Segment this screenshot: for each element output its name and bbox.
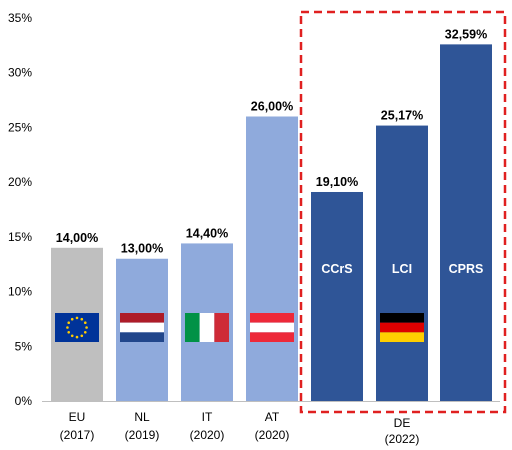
x-axis: EU (2017) NL (2019) IT (2020) AT (2020) DE (2022) bbox=[60, 410, 420, 446]
y-tick-label: 5% bbox=[15, 339, 33, 353]
de-group-highlight bbox=[299, 10, 507, 414]
bar-inner-label-cprs: CPRS bbox=[449, 262, 484, 276]
de-group-dashed-border bbox=[299, 10, 507, 414]
data-label-cprs: 32,59% bbox=[445, 27, 487, 41]
y-tick-label: 35% bbox=[8, 11, 32, 25]
y-tick-label: 15% bbox=[8, 230, 32, 244]
flags bbox=[55, 313, 424, 342]
y-tick-label: 30% bbox=[8, 66, 32, 80]
bars: 14,00% 13,00% 14,40% 26,00% 19,10% CCrS 25,17%… bbox=[51, 27, 492, 401]
data-label-ccrs: 19,10% bbox=[316, 175, 358, 189]
flag-de-icon bbox=[380, 313, 424, 342]
flag-eu-icon bbox=[55, 313, 99, 342]
data-label-eu: 14,00% bbox=[56, 231, 98, 245]
y-tick-label: 25% bbox=[8, 120, 32, 134]
x-year-de-group: (2022) bbox=[385, 432, 420, 446]
x-year-eu: (2017) bbox=[60, 428, 95, 442]
y-tick-label: 20% bbox=[8, 175, 32, 189]
y-tick-label: 0% bbox=[15, 394, 33, 408]
x-label-it: IT bbox=[202, 410, 213, 424]
x-label-at: AT bbox=[265, 410, 280, 424]
bar-lci bbox=[376, 125, 428, 401]
data-label-it: 14,40% bbox=[186, 226, 228, 240]
x-label-eu: EU bbox=[69, 410, 86, 424]
bar-ccrs bbox=[311, 191, 363, 401]
flag-it-icon bbox=[185, 313, 229, 342]
x-label-de-group: DE bbox=[394, 416, 411, 430]
bar-inner-label-ccrs: CCrS bbox=[321, 262, 352, 276]
bar-inner-label-lci: LCI bbox=[392, 262, 412, 276]
x-year-at: (2020) bbox=[255, 428, 290, 442]
flag-nl-icon bbox=[120, 313, 164, 342]
data-label-nl: 13,00% bbox=[121, 242, 163, 256]
bar-cprs bbox=[440, 44, 492, 401]
x-year-nl: (2019) bbox=[125, 428, 160, 442]
y-tick-label: 10% bbox=[8, 285, 32, 299]
x-year-it: (2020) bbox=[190, 428, 225, 442]
y-axis: 0% 5% 10% 15% 20% 25% 30% 35% bbox=[8, 11, 500, 408]
bar-at bbox=[246, 116, 298, 401]
data-label-lci: 25,17% bbox=[381, 109, 423, 123]
data-label-at: 26,00% bbox=[251, 99, 293, 113]
flag-at-icon bbox=[250, 313, 294, 342]
x-label-nl: NL bbox=[134, 410, 150, 424]
